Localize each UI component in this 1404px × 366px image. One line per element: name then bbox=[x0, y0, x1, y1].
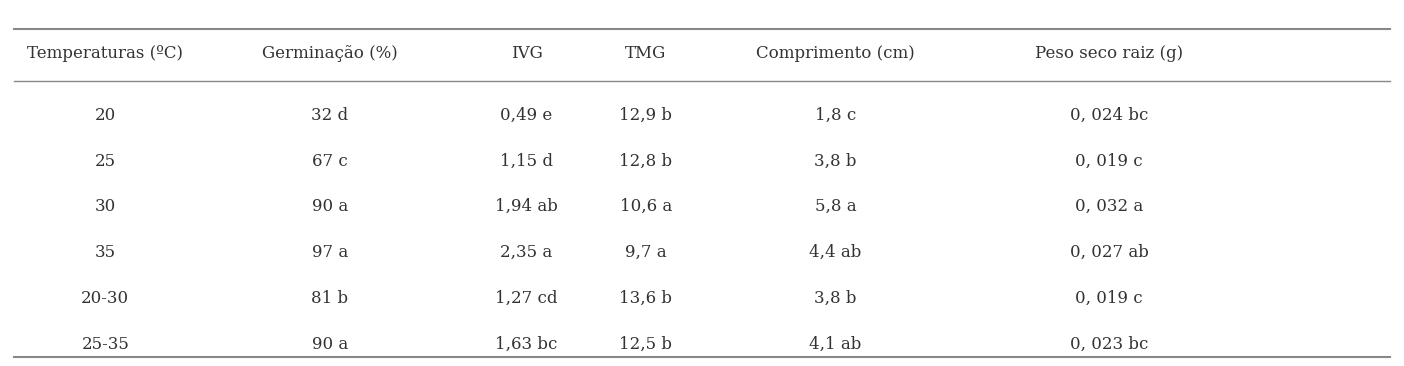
Text: 30: 30 bbox=[94, 198, 117, 215]
Text: 25: 25 bbox=[94, 153, 117, 169]
Text: 0, 023 bc: 0, 023 bc bbox=[1070, 336, 1148, 352]
Text: 20: 20 bbox=[94, 107, 117, 124]
Text: 20-30: 20-30 bbox=[81, 290, 129, 307]
Text: 1,27 cd: 1,27 cd bbox=[496, 290, 557, 307]
Text: 1,94 ab: 1,94 ab bbox=[496, 198, 557, 215]
Text: 0, 019 c: 0, 019 c bbox=[1075, 290, 1143, 307]
Text: 32 d: 32 d bbox=[312, 107, 348, 124]
Text: 3,8 b: 3,8 b bbox=[814, 290, 856, 307]
Text: 81 b: 81 b bbox=[312, 290, 348, 307]
Text: Comprimento (cm): Comprimento (cm) bbox=[755, 45, 915, 61]
Text: 67 c: 67 c bbox=[312, 153, 348, 169]
Text: 4,1 ab: 4,1 ab bbox=[809, 336, 862, 352]
Text: 97 a: 97 a bbox=[312, 244, 348, 261]
Text: 0, 019 c: 0, 019 c bbox=[1075, 153, 1143, 169]
Text: 5,8 a: 5,8 a bbox=[814, 198, 856, 215]
Text: 0,49 e: 0,49 e bbox=[500, 107, 553, 124]
Text: IVG: IVG bbox=[511, 45, 542, 61]
Text: 12,8 b: 12,8 b bbox=[619, 153, 673, 169]
Text: 0, 027 ab: 0, 027 ab bbox=[1070, 244, 1148, 261]
Text: TMG: TMG bbox=[625, 45, 667, 61]
Text: 12,5 b: 12,5 b bbox=[619, 336, 673, 352]
Text: Temperaturas (ºC): Temperaturas (ºC) bbox=[27, 45, 184, 61]
Text: 1,15 d: 1,15 d bbox=[500, 153, 553, 169]
Text: 3,8 b: 3,8 b bbox=[814, 153, 856, 169]
Text: 10,6 a: 10,6 a bbox=[619, 198, 673, 215]
Text: 90 a: 90 a bbox=[312, 336, 348, 352]
Text: 12,9 b: 12,9 b bbox=[619, 107, 673, 124]
Text: 1,63 bc: 1,63 bc bbox=[496, 336, 557, 352]
Text: 0, 032 a: 0, 032 a bbox=[1075, 198, 1143, 215]
Text: Germinação (%): Germinação (%) bbox=[263, 45, 397, 61]
Text: 9,7 a: 9,7 a bbox=[625, 244, 667, 261]
Text: Peso seco raiz (g): Peso seco raiz (g) bbox=[1035, 45, 1184, 61]
Text: 35: 35 bbox=[94, 244, 117, 261]
Text: 1,8 c: 1,8 c bbox=[814, 107, 856, 124]
Text: 0, 024 bc: 0, 024 bc bbox=[1070, 107, 1148, 124]
Text: 4,4 ab: 4,4 ab bbox=[809, 244, 862, 261]
Text: 25-35: 25-35 bbox=[81, 336, 129, 352]
Text: 90 a: 90 a bbox=[312, 198, 348, 215]
Text: 2,35 a: 2,35 a bbox=[500, 244, 553, 261]
Text: 13,6 b: 13,6 b bbox=[619, 290, 673, 307]
